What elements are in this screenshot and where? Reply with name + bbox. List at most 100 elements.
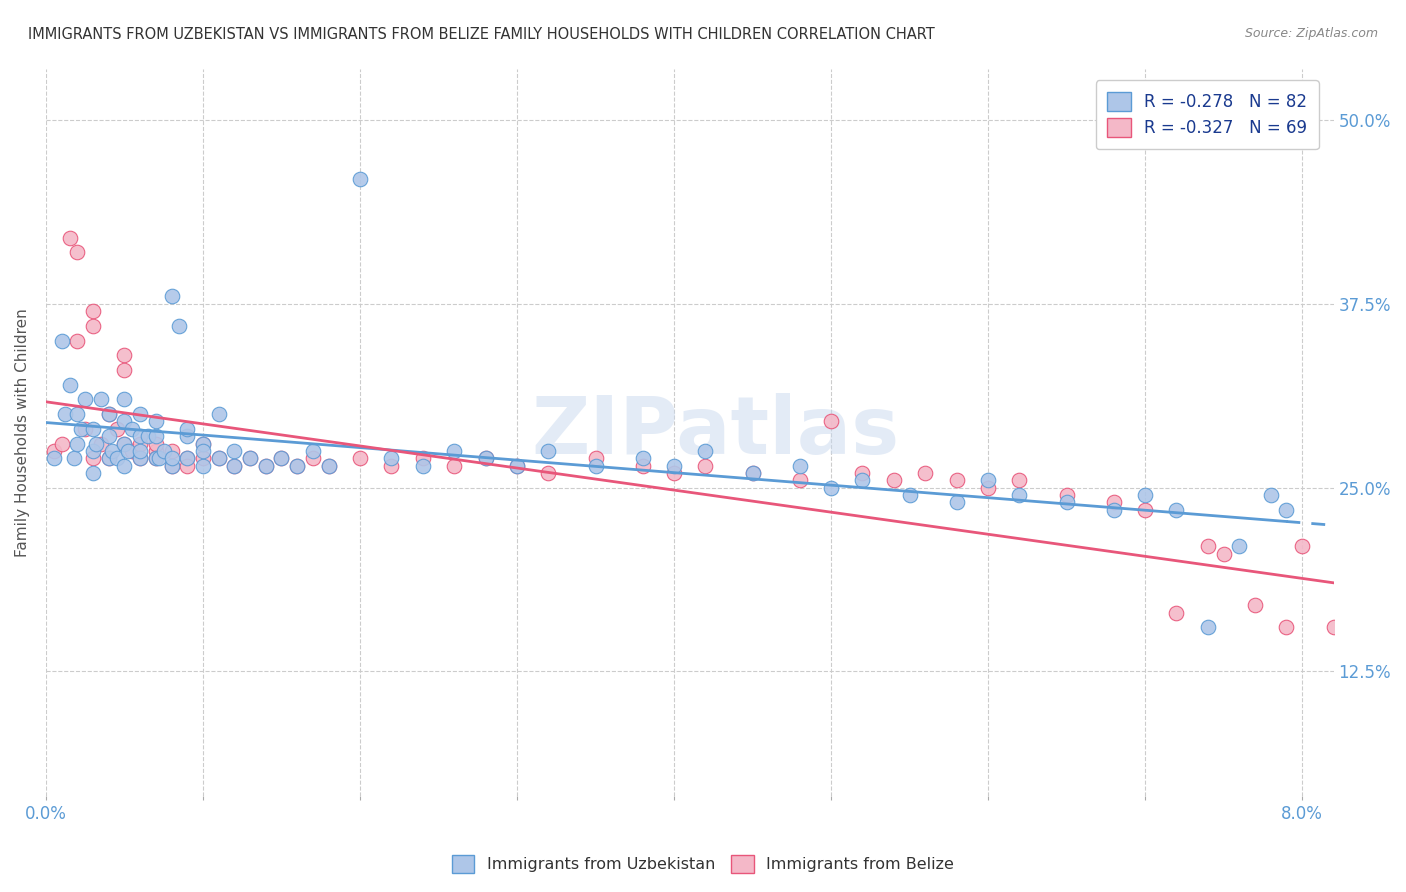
Point: [117, 443, 139, 458]
Point: [90, 436, 112, 450]
Point: [254, 458, 277, 473]
Point: [945, 495, 967, 509]
Point: [97, 407, 120, 421]
Point: [224, 443, 246, 458]
Point: [145, 451, 167, 466]
Point: [537, 443, 560, 458]
Point: [121, 443, 143, 458]
Point: [145, 429, 167, 443]
Point: [224, 458, 246, 473]
Point: [82, 443, 104, 458]
Point: [1102, 495, 1125, 509]
Point: [84, 436, 107, 450]
Point: [1133, 502, 1156, 516]
Point: [254, 458, 277, 473]
Point: [631, 451, 654, 466]
Point: [145, 451, 167, 466]
Point: [176, 429, 198, 443]
Point: [820, 481, 842, 495]
Point: [945, 473, 967, 487]
Legend: R = -0.278   N = 82, R = -0.327   N = 69: R = -0.278 N = 82, R = -0.327 N = 69: [1095, 80, 1319, 149]
Point: [1056, 488, 1078, 502]
Point: [51, 436, 73, 450]
Point: [160, 458, 183, 473]
Point: [474, 451, 496, 466]
Point: [97, 429, 120, 443]
Point: [82, 422, 104, 436]
Point: [631, 458, 654, 473]
Point: [160, 443, 183, 458]
Point: [585, 458, 607, 473]
Point: [58, 230, 80, 244]
Point: [114, 436, 136, 450]
Point: [695, 443, 717, 458]
Point: [169, 318, 191, 333]
Point: [105, 422, 128, 436]
Point: [1275, 502, 1298, 516]
Point: [129, 451, 152, 466]
Point: [42, 443, 65, 458]
Point: [208, 407, 231, 421]
Point: [66, 245, 89, 260]
Point: [789, 473, 811, 487]
Point: [82, 318, 104, 333]
Point: [851, 466, 873, 480]
Point: [82, 451, 104, 466]
Point: [114, 414, 136, 428]
Point: [129, 407, 152, 421]
Point: [129, 436, 152, 450]
Point: [82, 304, 104, 318]
Point: [270, 451, 292, 466]
Point: [82, 466, 104, 480]
Point: [208, 451, 231, 466]
Point: [160, 451, 183, 466]
Point: [176, 458, 198, 473]
Point: [121, 422, 143, 436]
Point: [443, 443, 465, 458]
Point: [1008, 473, 1031, 487]
Point: [191, 436, 214, 450]
Point: [42, 451, 65, 466]
Point: [1056, 495, 1078, 509]
Point: [129, 429, 152, 443]
Point: [1102, 502, 1125, 516]
Point: [208, 451, 231, 466]
Point: [114, 348, 136, 362]
Point: [69, 422, 91, 436]
Point: [914, 466, 936, 480]
Point: [66, 407, 89, 421]
Point: [851, 473, 873, 487]
Point: [145, 436, 167, 450]
Point: [741, 466, 763, 480]
Point: [145, 443, 167, 458]
Point: [145, 414, 167, 428]
Point: [97, 407, 120, 421]
Point: [1008, 488, 1031, 502]
Point: [97, 451, 120, 466]
Point: [152, 443, 174, 458]
Point: [1385, 679, 1406, 693]
Point: [63, 451, 86, 466]
Point: [191, 458, 214, 473]
Point: [662, 466, 685, 480]
Point: [191, 443, 214, 458]
Point: [302, 443, 325, 458]
Point: [412, 458, 434, 473]
Point: [1166, 502, 1188, 516]
Point: [380, 458, 402, 473]
Point: [789, 458, 811, 473]
Legend: Immigrants from Uzbekistan, Immigrants from Belize: Immigrants from Uzbekistan, Immigrants f…: [446, 848, 960, 880]
Point: [51, 334, 73, 348]
Point: [114, 458, 136, 473]
Point: [114, 363, 136, 377]
Point: [1212, 547, 1234, 561]
Point: [285, 458, 308, 473]
Point: [75, 392, 97, 407]
Point: [66, 436, 89, 450]
Point: [1197, 620, 1219, 634]
Point: [883, 473, 905, 487]
Point: [90, 392, 112, 407]
Point: [1291, 540, 1313, 554]
Point: [224, 458, 246, 473]
Point: [1260, 488, 1282, 502]
